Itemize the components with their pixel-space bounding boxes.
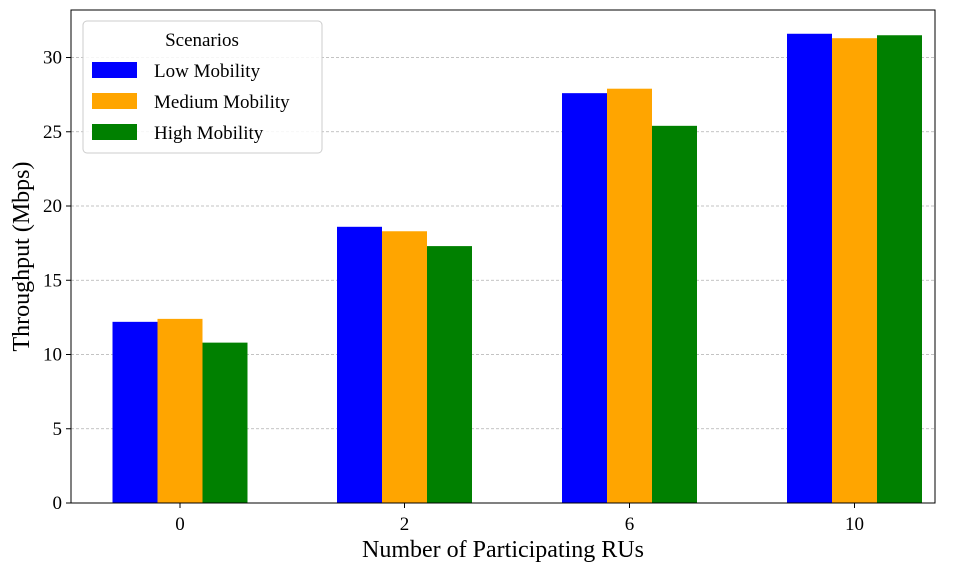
y-tick-label: 30 xyxy=(43,48,62,69)
bar-high-mobility-2 xyxy=(427,246,472,504)
y-tick-label: 25 xyxy=(43,122,62,143)
plot-area-frame xyxy=(70,9,936,504)
legend-swatch xyxy=(92,93,137,109)
bar-medium-mobility-10 xyxy=(832,38,877,503)
bars xyxy=(112,33,922,504)
y-tick-label: 0 xyxy=(53,493,63,514)
y-tick-label: 5 xyxy=(53,419,63,440)
bar-low-mobility-6 xyxy=(562,93,607,504)
bar-low-mobility-0 xyxy=(112,321,158,503)
bar-medium-mobility-2 xyxy=(382,231,427,503)
bar-low-mobility-10 xyxy=(787,33,832,504)
legend-title: Scenarios xyxy=(165,30,239,51)
legend-label: Low Mobility xyxy=(154,61,261,82)
y-tick-label: 15 xyxy=(43,270,62,291)
legend-label: High Mobility xyxy=(154,123,264,144)
x-tick-label: 6 xyxy=(625,514,635,535)
x-axis-title: Number of Participating RUs xyxy=(362,537,644,563)
legend-swatch xyxy=(92,62,137,78)
bar-high-mobility-10 xyxy=(877,35,922,503)
legend: Scenarios Low Mobility Medium Mobility Hig… xyxy=(82,20,323,154)
legend-label: Medium Mobility xyxy=(154,92,290,113)
legend-items: Low Mobility Medium Mobility High Mobility xyxy=(92,61,290,144)
bar-high-mobility-0 xyxy=(202,342,248,503)
y-axis-title: Throughput (Mbps) xyxy=(9,162,35,352)
axes: 0 5 10 15 20 25 30 0 2 6 10 xyxy=(43,48,864,535)
x-tick-label: 2 xyxy=(400,514,410,535)
bar-high-mobility-6 xyxy=(652,125,697,503)
bar-medium-mobility-0 xyxy=(157,318,203,503)
y-tick-label: 20 xyxy=(43,196,62,217)
legend-box xyxy=(82,20,323,154)
legend-swatch xyxy=(92,124,137,140)
bar-medium-mobility-6 xyxy=(607,88,652,503)
x-tick-label: 10 xyxy=(845,514,864,535)
x-tick-label: 0 xyxy=(175,514,185,535)
bar-low-mobility-2 xyxy=(337,226,382,503)
y-tick-label: 10 xyxy=(43,345,62,366)
